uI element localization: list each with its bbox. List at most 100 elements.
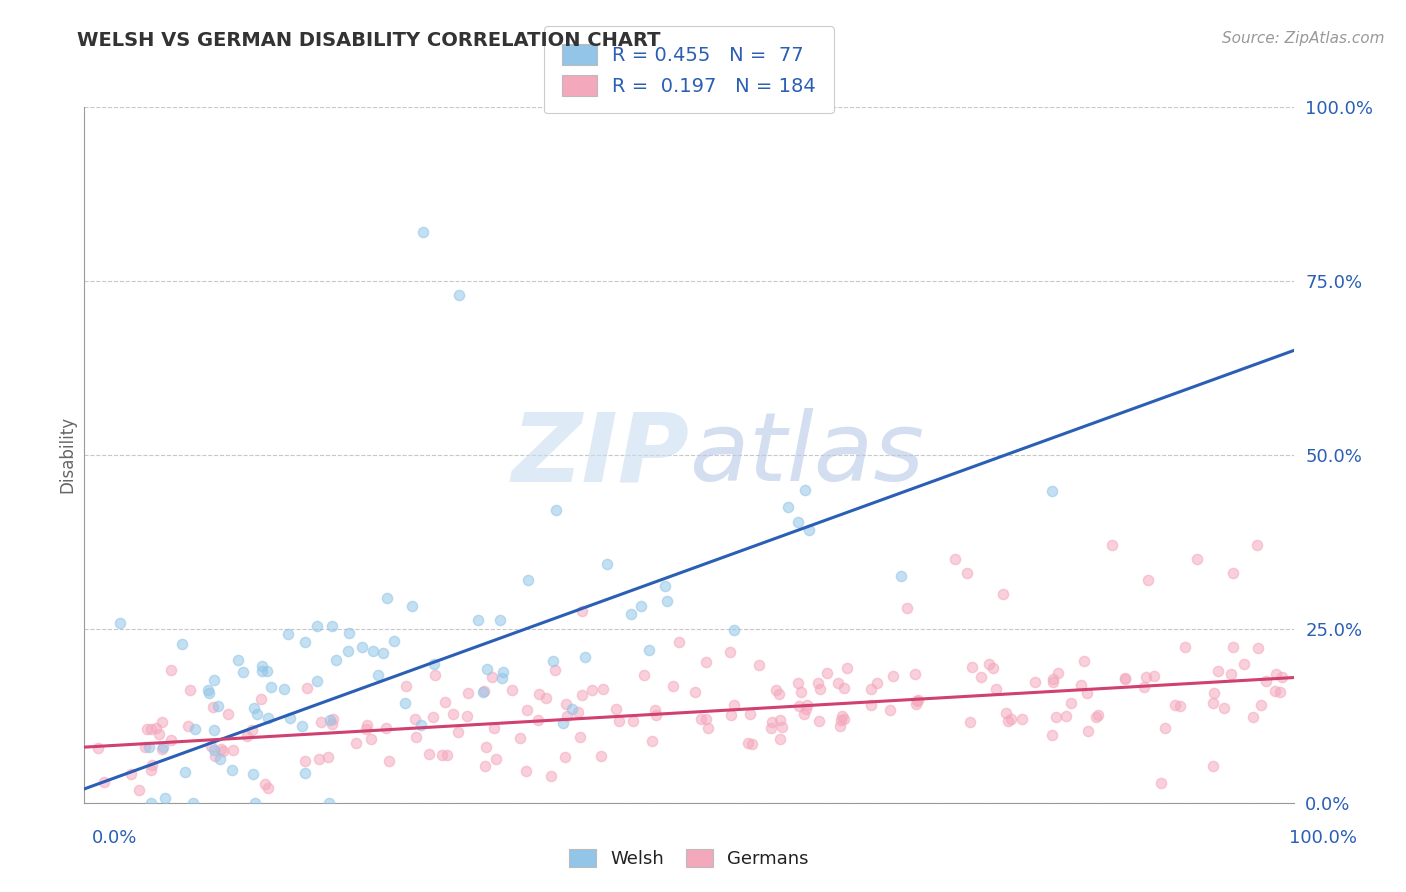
Point <box>879 703 901 717</box>
Point <box>337 644 360 658</box>
Point <box>447 725 470 739</box>
Point <box>176 719 198 733</box>
Point <box>540 769 562 783</box>
Point <box>257 711 280 725</box>
Point <box>277 626 299 640</box>
Point <box>411 717 433 731</box>
Point <box>405 731 427 745</box>
Point <box>997 714 1019 728</box>
Point <box>430 748 453 763</box>
Point <box>1114 671 1136 685</box>
Point <box>1137 573 1160 587</box>
Point <box>555 709 578 723</box>
Point <box>621 714 644 728</box>
Point <box>718 645 741 659</box>
Point <box>278 710 301 724</box>
Point <box>1070 678 1092 692</box>
Point <box>204 749 226 764</box>
Point <box>179 683 201 698</box>
Point <box>1233 657 1256 671</box>
Point <box>859 698 882 713</box>
Point <box>1185 552 1208 566</box>
Point <box>1114 673 1136 687</box>
Point <box>475 662 498 676</box>
Point <box>273 681 295 696</box>
Point <box>516 573 538 587</box>
Point <box>120 767 142 781</box>
Point <box>474 758 496 772</box>
Point <box>1246 538 1268 552</box>
Point <box>695 655 717 669</box>
Point <box>827 676 849 690</box>
Point <box>489 613 512 627</box>
Point <box>830 714 852 728</box>
Point <box>977 657 1000 671</box>
Point <box>981 661 1004 675</box>
Point <box>787 515 810 529</box>
Point <box>481 671 503 685</box>
Point <box>1143 668 1166 682</box>
Point <box>375 591 398 605</box>
Point <box>148 727 170 741</box>
Text: atlas: atlas <box>689 409 924 501</box>
Point <box>1087 707 1109 722</box>
Point <box>202 743 225 757</box>
Point <box>962 660 984 674</box>
Point <box>294 635 316 649</box>
Point <box>325 653 347 667</box>
Point <box>243 701 266 715</box>
Point <box>1202 686 1225 700</box>
Point <box>200 739 222 754</box>
Point <box>1250 698 1272 712</box>
Point <box>546 503 568 517</box>
Point <box>305 673 328 688</box>
Point <box>620 607 643 622</box>
Point <box>441 707 464 722</box>
Point <box>382 634 405 648</box>
Point <box>1040 728 1063 742</box>
Point <box>794 702 817 716</box>
Point <box>482 721 505 735</box>
Point <box>567 705 589 719</box>
Point <box>197 685 219 699</box>
Point <box>723 698 745 712</box>
Point <box>418 747 440 761</box>
Point <box>352 640 374 655</box>
Point <box>202 723 225 737</box>
Point <box>201 700 224 714</box>
Point <box>183 796 205 810</box>
Point <box>1220 667 1243 681</box>
Point <box>778 500 800 514</box>
Point <box>568 731 591 745</box>
Point <box>337 626 360 640</box>
Point <box>1135 670 1157 684</box>
Point <box>796 698 818 712</box>
Point <box>209 741 232 756</box>
Point <box>395 680 418 694</box>
Point <box>371 646 394 660</box>
Point <box>509 731 531 746</box>
Point <box>769 731 792 746</box>
Point <box>152 739 174 754</box>
Point <box>907 693 929 707</box>
Point <box>794 483 817 497</box>
Point <box>571 604 593 618</box>
Point <box>993 587 1015 601</box>
Point <box>723 623 745 637</box>
Point <box>633 668 655 682</box>
Point <box>485 752 508 766</box>
Point <box>640 734 662 748</box>
Point <box>638 643 661 657</box>
Point <box>360 732 382 747</box>
Point <box>808 681 831 696</box>
Point <box>202 673 225 687</box>
Point <box>882 668 904 682</box>
Point <box>221 763 243 777</box>
Point <box>472 683 495 698</box>
Point <box>305 618 328 632</box>
Point <box>554 750 576 764</box>
Point <box>108 616 131 631</box>
Point <box>474 740 496 755</box>
Point <box>644 708 666 723</box>
Point <box>207 698 229 713</box>
